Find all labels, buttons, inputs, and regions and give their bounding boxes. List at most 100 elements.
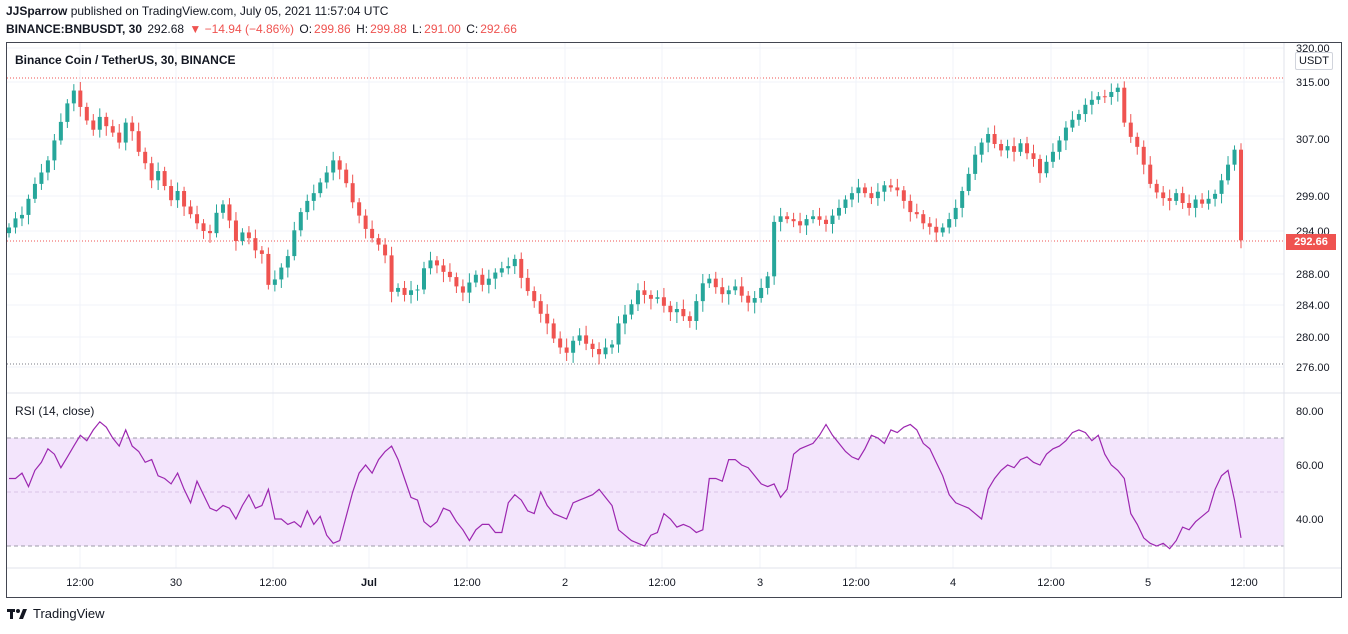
candle-body — [895, 187, 900, 191]
candle-body — [447, 271, 452, 278]
candle-body — [383, 244, 388, 256]
candle-body — [824, 219, 829, 224]
tradingview-logo[interactable]: TradingView — [6, 606, 105, 621]
candle-body — [214, 212, 219, 234]
candle-body — [97, 116, 102, 130]
candle-body — [110, 126, 115, 133]
candle-body — [19, 214, 24, 219]
candle-body — [1167, 198, 1172, 201]
candle-body — [623, 314, 627, 324]
candle-body — [58, 121, 63, 141]
candle-body — [337, 160, 342, 170]
candle-body — [817, 216, 822, 220]
candle-body — [506, 266, 511, 269]
candle-body — [376, 238, 381, 245]
candle-body — [71, 90, 76, 104]
price-tick-label: 288.00 — [1296, 269, 1330, 281]
candle-body — [434, 260, 439, 266]
candle-body — [480, 274, 485, 285]
candle-body — [233, 220, 238, 242]
candle-body — [862, 187, 867, 194]
time-tick-label: 2 — [562, 577, 568, 589]
currency-badge[interactable]: USDT — [1295, 52, 1333, 70]
low-label: L: — [412, 22, 423, 36]
candle-body — [1083, 104, 1088, 115]
candle-body — [713, 278, 718, 288]
candle-body — [629, 304, 634, 315]
candle-body — [655, 297, 660, 299]
publish-line: JJSparrow published on TradingView.com, … — [6, 4, 388, 18]
candle-body — [1161, 192, 1166, 199]
candle-body — [350, 183, 355, 203]
rsi-tick-label: 80.00 — [1296, 406, 1324, 418]
rsi-line — [9, 420, 1242, 550]
candle-body — [1226, 164, 1231, 181]
tradingview-icon — [7, 608, 27, 619]
candle-body — [421, 268, 426, 290]
last-price-tag: 292.66 — [1286, 234, 1336, 250]
time-tick-label: 12:00 — [453, 577, 481, 589]
brand-name: TradingView — [33, 606, 105, 621]
candle-body — [849, 193, 854, 200]
candle-body — [441, 265, 446, 272]
publish-info: published on TradingView.com, July 05, 2… — [70, 4, 389, 18]
chart-frame[interactable] — [6, 42, 1342, 598]
time-tick-label: 12:00 — [66, 577, 94, 589]
candle-body — [279, 267, 284, 280]
candle-body — [804, 219, 809, 226]
candle-body — [603, 347, 608, 355]
candle-body — [551, 323, 556, 339]
candle-body — [746, 295, 751, 303]
candle-body — [149, 163, 154, 181]
candle-body — [1239, 149, 1243, 241]
quote-line: BINANCE:BNBUSDT, 30 292.68 ▼ −14.94 (−4.… — [6, 22, 519, 36]
candle-body — [240, 232, 245, 242]
candle-body — [130, 122, 135, 132]
candle-body — [1012, 146, 1017, 152]
candle-body — [545, 313, 550, 324]
candle-body — [1050, 151, 1055, 162]
candle-body — [765, 276, 770, 288]
candle-body — [901, 190, 906, 201]
candle-body — [1025, 143, 1030, 154]
price-tick-label: 284.00 — [1296, 300, 1330, 312]
candle-body — [272, 279, 277, 285]
candle-body — [707, 278, 712, 284]
candle-body — [220, 204, 225, 213]
time-tick-label: 12:00 — [648, 577, 676, 589]
candle-body — [934, 226, 939, 233]
candle-body — [590, 343, 595, 349]
candle-body — [7, 227, 11, 234]
candle-body — [1089, 99, 1094, 105]
candle-body — [357, 202, 362, 216]
candle-body — [39, 172, 44, 184]
candle-body — [687, 316, 692, 321]
candle-body — [91, 120, 96, 130]
candle-body — [648, 294, 653, 299]
candle-body — [772, 221, 777, 277]
time-tick-label: 12:00 — [1037, 577, 1065, 589]
candle-body — [1154, 183, 1159, 193]
candle-body — [246, 232, 251, 239]
candle-body — [1141, 146, 1146, 165]
candle-body — [882, 185, 887, 192]
time-tick-label: 12:00 — [259, 577, 287, 589]
candle-body — [1044, 161, 1049, 174]
candle-body — [1187, 203, 1192, 208]
candle-body — [65, 103, 70, 122]
candle-body — [733, 286, 738, 291]
candle-body — [752, 298, 757, 303]
candle-body — [1070, 119, 1075, 128]
author-name[interactable]: JJSparrow — [6, 4, 68, 18]
candle-body — [208, 231, 213, 234]
candle-body — [13, 218, 18, 228]
candle-body — [999, 143, 1004, 151]
candle-body — [519, 258, 524, 278]
candle-body — [1063, 127, 1068, 141]
candle-body — [486, 278, 491, 285]
time-tick-label: 12:00 — [842, 577, 870, 589]
candle-body — [597, 349, 602, 355]
open-value: 299.86 — [314, 22, 351, 36]
candle-body — [285, 256, 290, 268]
